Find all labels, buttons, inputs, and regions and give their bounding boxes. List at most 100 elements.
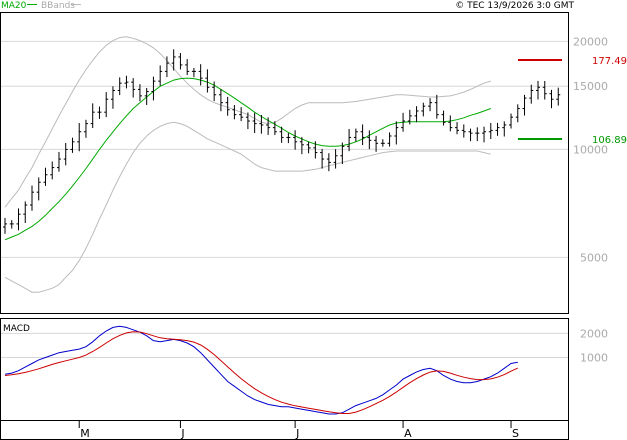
price-bar [185,59,190,76]
macd-line [4,325,518,415]
price-bar [279,126,284,143]
price-bar [97,106,102,119]
price-bar [50,161,55,180]
price-bar [360,124,365,146]
price-y-tick: 10000 [573,143,608,156]
price-bar [56,151,61,172]
price-bar [495,122,500,136]
bbands-lower-line [4,121,491,293]
price-bar [320,148,325,169]
price-bar [198,64,203,86]
price-bar [482,126,487,143]
price-bar [16,208,21,231]
macd-panel-title: MACD [3,324,30,334]
price-bar [232,105,237,120]
price-bar [353,128,358,142]
price-bar [414,106,419,123]
price-bar [205,69,210,93]
price-bar [70,137,75,153]
price-bar [23,201,28,224]
price-bar [124,75,129,89]
price-bar [407,109,412,125]
macd-y-tick: 2000 [580,327,608,340]
price-bar [104,92,109,118]
price-bar [549,89,554,109]
price-bar [502,121,507,137]
x-tick-label: J [295,427,299,440]
price-bar [137,84,142,102]
price-bar [326,153,331,172]
level-label: 106.89 [592,135,627,146]
price-bar [218,89,223,112]
price-bar [36,177,41,201]
price-bar [542,80,547,100]
price-bar [286,133,291,144]
x-tick-label: J [180,427,184,440]
price-bar [468,128,473,142]
price-bar [347,128,352,152]
signal-line [4,331,519,414]
price-bar [178,53,183,70]
price-bar [306,141,311,154]
x-tick-label: M [80,427,90,440]
price-bar [536,80,541,100]
price-bar [3,217,7,234]
x-tick-label: S [512,427,519,440]
price-bar [380,139,385,147]
price-bar [77,123,82,152]
price-bar [509,113,514,129]
copyright-label: © TEC 13/9/2026 3:0 GMT [455,1,574,11]
price-bar [171,49,176,71]
price-bar [266,117,271,135]
price-bar [421,102,426,117]
price-bar [144,87,149,106]
price-bar [293,130,298,150]
price-bar [225,96,230,116]
price-y-tick: 20000 [573,35,608,48]
price-bar [117,77,122,96]
price-bar [9,220,14,229]
price-bar [252,112,257,134]
price-bar [43,167,48,186]
price-bar [313,141,318,159]
price-bar [441,110,446,126]
price-bar [333,149,338,169]
price-bar [299,137,304,155]
price-bar [394,121,399,145]
price-y-tick: 5000 [580,251,608,264]
price-bar [272,121,277,136]
price-bar [110,86,115,109]
price-bar [245,112,250,130]
price-bar [522,94,527,116]
price-bar [455,122,460,135]
legend-ma-label: MA20 [1,1,27,11]
price-bar [448,115,453,132]
level-label: 177.49 [592,56,627,67]
price-bar [63,142,68,166]
price-bar [488,122,493,140]
price-bar [131,78,136,98]
x-tick-label: A [404,427,412,440]
price-bar [374,135,379,152]
price-bar [428,98,433,112]
price-bar [434,94,439,119]
price-bar [158,65,163,86]
price-bar [212,81,217,102]
price-bar [529,84,534,104]
price-bar [515,104,520,123]
price-panel-frame [0,12,569,314]
price-bar [475,127,480,142]
price-bar [461,124,466,138]
price-bar [151,76,156,101]
price-bar [90,103,95,128]
price-bar [29,185,34,211]
macd-y-tick: 1000 [580,351,608,364]
price-bar [191,68,196,78]
price-bar [239,107,244,122]
price-bar [164,56,169,78]
price-bar [387,132,392,147]
price-bar [83,119,88,138]
legend-bbands-label: BBands [41,1,75,11]
price-bar [259,114,264,134]
price-y-tick: 15000 [573,80,608,93]
